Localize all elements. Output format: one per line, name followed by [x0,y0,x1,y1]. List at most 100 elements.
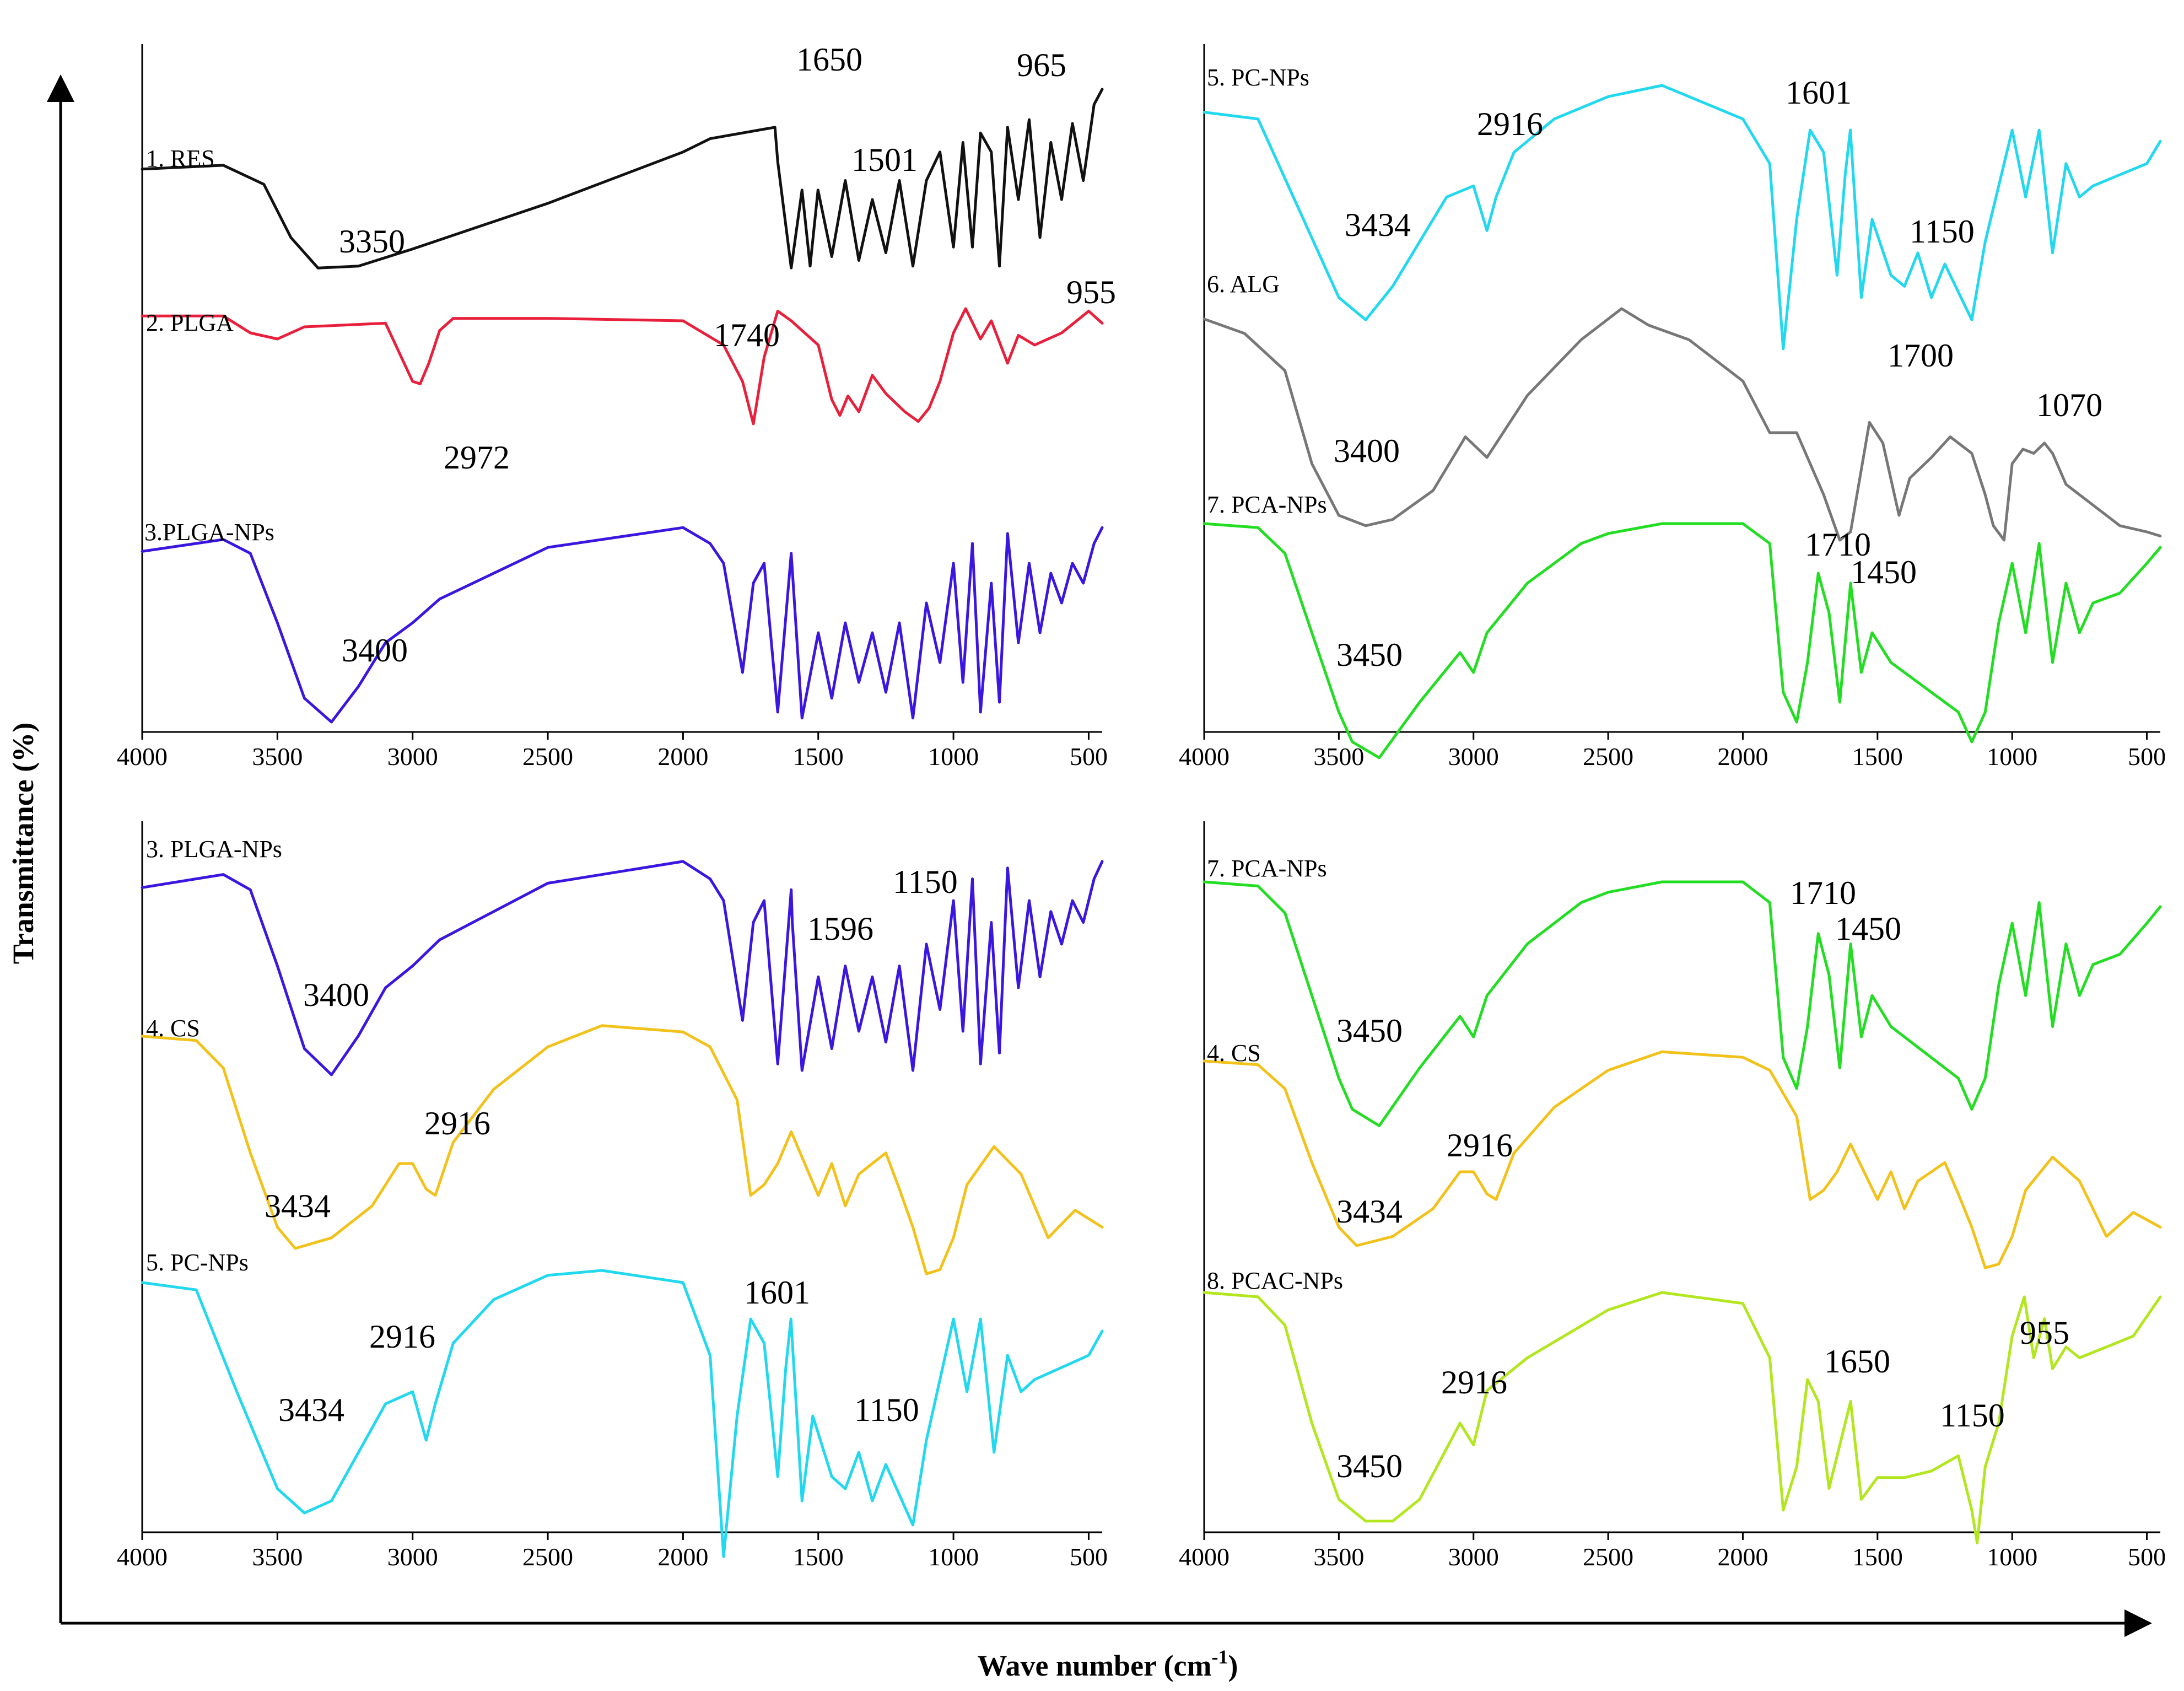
x-tick-label: 4000 [1179,1543,1229,1571]
peak-label: 1601 [744,1274,810,1311]
peak-label: 1150 [854,1392,919,1428]
peak-label: 1740 [714,317,780,353]
peak-label: 2916 [1477,106,1543,142]
x-tick-label: 2500 [1583,1543,1633,1571]
peak-label: 1601 [1786,74,1852,111]
x-tick-label: 3000 [1448,1543,1499,1571]
x-tick-label: 500 [2128,742,2166,771]
x-tick-label: 1000 [928,1543,979,1571]
peak-label: 3434 [1336,1193,1403,1230]
x-tick-label: 3000 [1448,742,1499,771]
spectrum-line-7-pca-nps [1202,880,2162,1127]
peak-label: 2916 [424,1105,490,1141]
x-tick-label: 1000 [1987,1543,2037,1571]
x-tick-label: 500 [2128,1543,2166,1571]
peak-label: 2916 [1447,1127,1513,1164]
spectrum-line-7-pca-nps [1202,522,2162,760]
peak-label: 955 [2020,1315,2069,1351]
peak-label: 1710 [1790,875,1856,911]
panel-bottom-right: 4000 3500 3000 2500 2000 1500 1000 500 7. PCA-NP… [1179,821,2166,1571]
peak-label: 3450 [1336,637,1403,673]
panel-top-right: 4000 3500 3000 2500 2000 1500 1000 500 5. PC-NPs… [1179,44,2166,771]
peak-label: 1450 [1851,554,1917,590]
series-label: 4. CS [1207,1040,1261,1067]
peak-label: 3434 [1345,207,1411,243]
spectrum-line-8-pcac-nps [1202,1291,2162,1544]
peak-label: 965 [1017,47,1066,83]
peak-label: 3350 [339,223,405,260]
series-label: 1. RES [146,145,215,172]
series-label: 3.PLGA-NPs [144,519,274,546]
panel-bottom-left: 4000 3500 3000 2500 2000 1500 1000 500 3. PLGA-N… [117,821,1108,1571]
x-tick-label: 2500 [522,1543,573,1571]
spectrum-line-1-res [141,88,1104,270]
x-tick-label: 2500 [1583,742,1633,771]
peak-label: 2972 [444,439,510,476]
spectrum-line-2-plga [141,307,1104,426]
x-axis-title: Wave number (cm-1) [978,1646,1238,1682]
spectrum-line-5-pc-nps [141,1269,1104,1558]
series-label: 7. PCA-NPs [1207,491,1327,518]
x-tick-label: 500 [1070,742,1108,771]
x-tick-label: 1000 [1987,742,2037,771]
x-tick-label: 2500 [522,742,573,771]
peak-label: 1150 [893,864,958,900]
series-label: 7. PCA-NPs [1207,855,1327,882]
x-tick-label: 2000 [657,1543,708,1571]
peak-label: 1650 [1824,1343,1890,1380]
series-label: 5. PC-NPs [146,1249,249,1276]
spectrum-line-5-pc-nps [1202,84,2162,351]
x-tick-label: 1500 [793,742,844,771]
peak-label: 3434 [265,1188,331,1224]
peak-label: 1650 [796,41,862,78]
x-tick-label: 1000 [928,742,979,771]
x-tick-label: 1500 [1852,1543,1903,1571]
peak-label: 1150 [1940,1397,2005,1434]
peak-label: 3400 [342,632,408,669]
peak-label: 1710 [1805,526,1871,563]
peak-label: 2916 [1441,1364,1507,1401]
peak-label: 2916 [369,1318,435,1355]
series-label: 3. PLGA-NPs [146,836,282,863]
spectrum-line-3-plga-nps [141,526,1104,724]
x-tick-label: 1500 [793,1543,844,1571]
x-tick-label: 3500 [252,742,303,771]
peak-label: 1596 [807,911,873,947]
peak-label: 3400 [303,977,369,1013]
series-label: 4. CS [146,1015,200,1042]
x-tick-label: 2000 [1717,1543,1768,1571]
series-label: 2. PLGA [146,309,234,336]
peak-label: 955 [1066,274,1116,310]
peak-label: 3450 [1336,1013,1403,1049]
y-axis-title: Transmittance (%) [7,723,40,964]
peak-label: 1070 [2036,387,2102,423]
spectrum-line-3-plga-nps [141,860,1104,1076]
x-tick-label: 3000 [387,742,438,771]
peak-label: 3434 [278,1392,344,1428]
spectrum-line-4-cs [1202,1050,2162,1269]
spectrum-line-6-alg [1202,307,2162,542]
x-tick-label: 4000 [117,742,168,771]
peak-label: 1501 [851,142,918,178]
peak-label: 1450 [1835,911,1901,947]
x-tick-label: 1500 [1852,742,1903,771]
peak-label: 3400 [1334,433,1400,469]
x-tick-label: 500 [1070,1543,1108,1571]
x-tick-label: 3500 [1313,742,1364,771]
x-tick-label: 4000 [1179,742,1229,771]
x-tick-label: 2000 [1717,742,1768,771]
panel-top-left: 4000 3500 3000 2500 2000 1500 1000 500 1. RES 165… [117,41,1116,771]
x-tick-label: 3500 [1313,1543,1364,1571]
series-label: 8. PCAC-NPs [1207,1267,1343,1294]
peak-label: 3450 [1336,1448,1403,1484]
peak-label: 1150 [1910,213,1975,250]
x-tick-label: 3000 [387,1543,438,1571]
x-tick-label: 2000 [657,742,708,771]
x-tick-label: 3500 [252,1543,303,1571]
series-label: 6. ALG [1207,271,1280,298]
x-tick-label: 4000 [117,1543,168,1571]
peak-label: 1700 [1888,337,1954,374]
series-label: 5. PC-NPs [1207,64,1309,91]
spectrum-line-4-cs [141,1024,1104,1275]
